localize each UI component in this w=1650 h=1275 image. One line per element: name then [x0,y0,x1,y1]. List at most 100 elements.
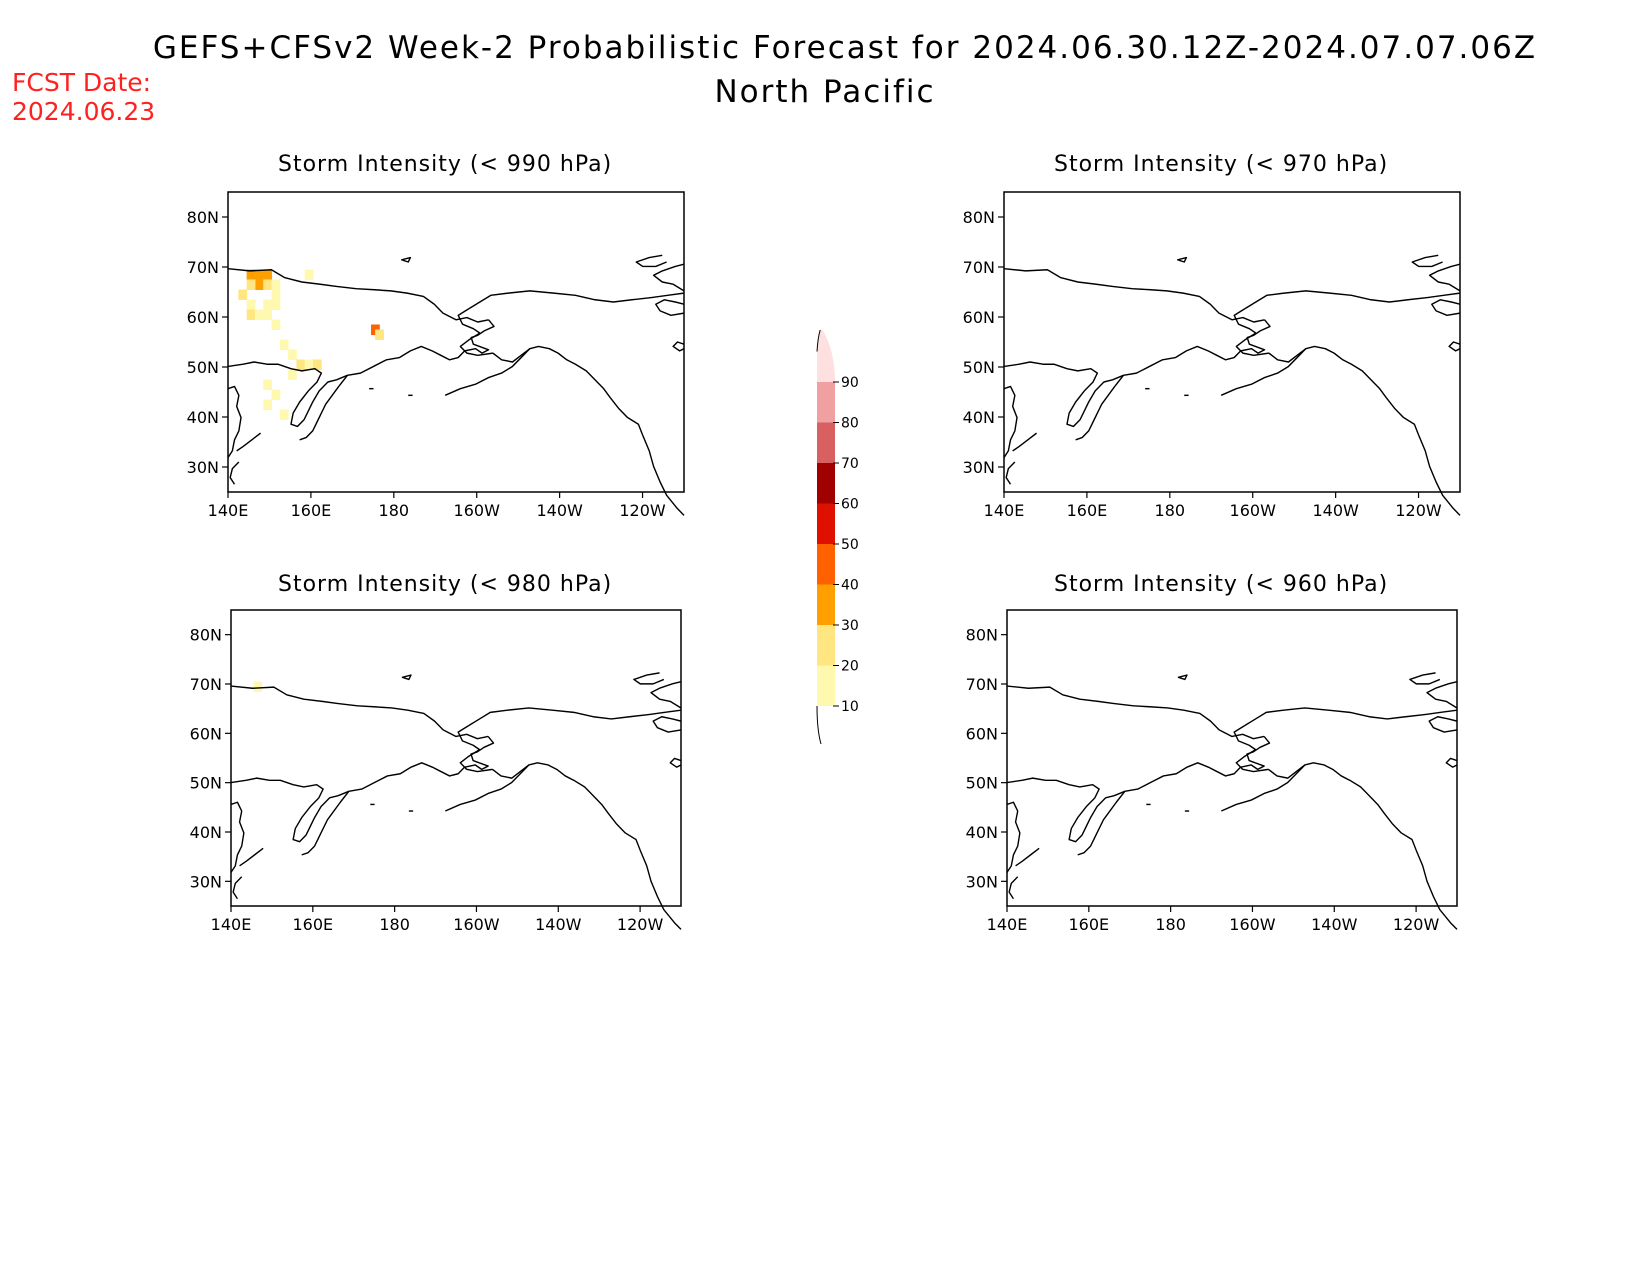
panel-title-980: Storm Intensity (< 980 hPa) [278,572,613,597]
lat-tick-label: 80N [190,626,222,645]
colorbar-swatch [817,422,835,463]
probability-cell [263,299,273,310]
lon-tick-label: 180 [1155,501,1186,520]
probability-cell [304,359,314,370]
colorbar-level-label: 30 [841,618,859,634]
probability-cell [312,359,322,370]
lon-tick-label: 180 [379,501,410,520]
lat-tick-label: 80N [966,626,998,645]
colorbar-level-label: 80 [841,416,859,432]
probability-cell [288,369,297,380]
lon-tick-label: 140E [987,915,1028,934]
lon-tick-label: 140E [984,501,1025,520]
colorbar-swatch [817,665,835,706]
lon-tick-label: 120W [1395,501,1442,520]
lon-tick-label: 120W [617,915,664,934]
lat-tick-label: 30N [963,458,995,477]
probability-cell [246,279,256,290]
probability-cell [246,299,256,310]
colorbar-swatch [817,330,835,382]
coastline [1006,672,1458,931]
coastline [227,254,685,517]
lat-tick-label: 70N [190,675,222,694]
map-990: 140E 160E 180 160W 140W 120W 80N 70N 60N 50N 40N 30… [187,191,685,520]
lat-tick-label: 30N [190,872,222,891]
probability-cell [296,359,306,370]
colorbar-level-label: 10 [841,699,859,715]
colorbar-swatch [817,503,835,544]
lon-tick-label: 160W [1229,915,1276,934]
forecast-date-value: 2024.06.23 [12,97,156,126]
probability-cell [288,349,297,360]
map-frame [1006,609,1458,907]
panel-title-960: Storm Intensity (< 960 hPa) [1054,572,1389,597]
probability-cell [246,309,256,320]
panel-title-970: Storm Intensity (< 970 hPa) [1054,152,1389,177]
probability-cell [253,681,263,692]
lat-tick-label: 60N [963,308,995,327]
lon-tick-label: 160E [1067,501,1108,520]
colorbar-swatch [817,463,835,504]
lat-tick-label: 40N [963,408,995,427]
probability-cell [304,269,314,280]
probability-cell [271,299,281,310]
map-frame [227,191,685,493]
colorbar-level-label: 20 [841,659,859,675]
lon-tick-label: 120W [1393,915,1440,934]
map-frame [230,609,682,907]
probability-cell [271,279,281,290]
probability-cell [279,339,289,350]
probability-cell [246,269,256,280]
lon-tick-label: 160W [453,915,500,934]
lon-tick-label: 140W [1311,915,1358,934]
lon-tick-label: 140W [1312,501,1359,520]
lat-tick-label: 60N [966,724,998,743]
colorbar-swatch [817,625,835,666]
probability-cell [271,319,281,330]
lon-tick-label: 140W [536,501,583,520]
lon-tick-label: 180 [379,915,410,934]
lat-tick-label: 70N [963,258,995,277]
lon-tick-label: 140W [535,915,582,934]
lon-tick-label: 160W [1230,501,1277,520]
lat-tick-label: 80N [963,208,995,227]
lon-tick-label: 160E [292,915,333,934]
lat-tick-label: 40N [187,408,219,427]
probability-cell [263,279,273,290]
lat-tick-label: 50N [187,358,219,377]
map-970: 140E 160E 180 160W 140W 120W 80N 70N 60N 50N 40N 30… [963,191,1461,520]
map-980: 140E 160E 180 160W 140W 120W 80N 70N 60N 50N 40N 30… [190,609,682,934]
colorbar-level-label: 40 [841,578,859,594]
lat-tick-label: 70N [187,258,219,277]
map-frame [1003,191,1461,493]
probability-cell [254,309,264,320]
colorbar-swatch [817,544,835,585]
panel-title-990: Storm Intensity (< 990 hPa) [278,152,613,177]
lon-tick-label: 160E [291,501,332,520]
lat-tick-label: 50N [190,774,222,793]
lat-tick-label: 30N [966,872,998,891]
colorbar-level-label: 50 [841,537,859,553]
probability-cell [238,289,248,300]
probability-colorbar: 10 20 30 40 50 60 70 80 90 [816,330,859,745]
lon-tick-label: 180 [1155,915,1186,934]
probability-cell [271,389,281,400]
main-title: GEFS+CFSv2 Week-2 Probabilistic Forecast… [152,30,1538,66]
probability-cell [254,269,264,280]
lat-tick-label: 30N [187,458,219,477]
lon-tick-label: 140E [211,915,252,934]
probability-cell [254,279,264,290]
forecast-date-label: FCST Date: [12,68,152,97]
colorbar-swatch [817,584,835,625]
map-960: 140E 160E 180 160W 140W 120W 80N 70N 60N 50N 40N 30… [966,609,1458,934]
coastline [1003,254,1461,517]
lat-tick-label: 60N [187,308,219,327]
probability-cell [263,399,273,410]
lat-tick-label: 50N [963,358,995,377]
lat-tick-label: 40N [190,823,222,842]
lon-tick-label: 160W [454,501,501,520]
lat-tick-label: 70N [966,675,998,694]
colorbar-level-label: 90 [841,375,859,391]
lat-tick-label: 80N [187,208,219,227]
